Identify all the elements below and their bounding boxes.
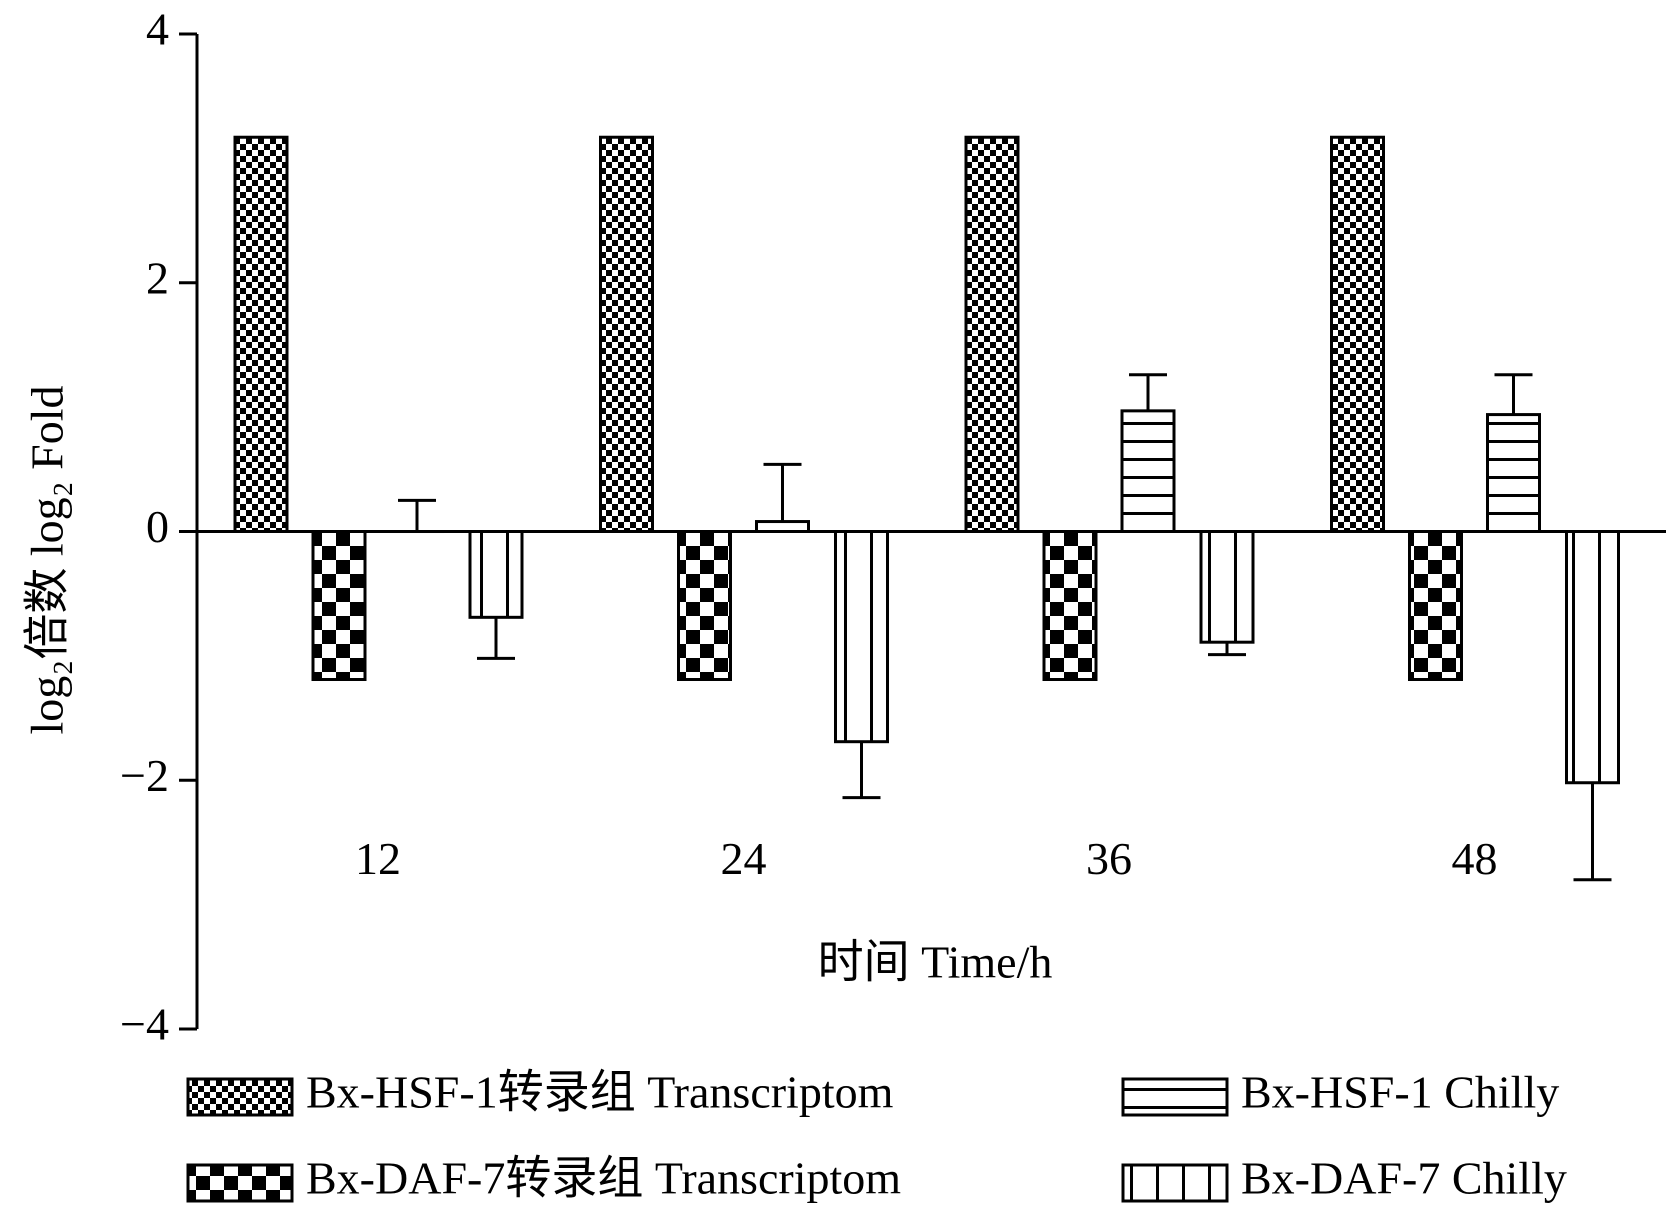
bar	[834, 530, 889, 744]
legend-label: Bx-HSF-1转录组 Transcriptom	[306, 1067, 894, 1118]
y-tick-label: −4	[120, 999, 169, 1050]
bar	[311, 530, 367, 682]
bar	[1408, 530, 1463, 682]
bar	[964, 135, 1020, 533]
bar	[1120, 409, 1176, 534]
bar	[468, 530, 524, 619]
legend-swatch	[1121, 1077, 1229, 1117]
y-tick-label: 0	[146, 501, 169, 552]
x-tick-label: 12	[355, 833, 401, 884]
legend-swatch	[186, 1077, 294, 1117]
legend-swatch	[1121, 1163, 1229, 1203]
legend-label: Bx-HSF-1 Chilly	[1241, 1067, 1559, 1118]
legend-swatch	[186, 1163, 294, 1203]
bar	[1486, 413, 1541, 533]
x-tick-label: 24	[721, 833, 767, 884]
x-tick-label: 36	[1086, 833, 1132, 884]
bar	[1330, 135, 1385, 533]
bar	[599, 135, 654, 533]
x-tick-label: 48	[1452, 833, 1498, 884]
bar	[233, 135, 289, 533]
y-tick-label: 4	[146, 4, 169, 55]
y-tick-label: −2	[120, 750, 169, 801]
bar	[1042, 530, 1098, 682]
y-tick-label: 2	[146, 252, 169, 303]
x-axis-label: 时间 Time/h	[818, 937, 1053, 988]
legend-label: Bx-DAF-7 Chilly	[1241, 1153, 1567, 1204]
y-axis-label: log₂倍数 log₂ Fold	[22, 386, 73, 735]
bar	[1565, 530, 1620, 785]
legend-label: Bx-DAF-7转录组 Transcriptom	[306, 1153, 901, 1204]
bar	[677, 530, 732, 682]
bar	[1199, 530, 1255, 644]
